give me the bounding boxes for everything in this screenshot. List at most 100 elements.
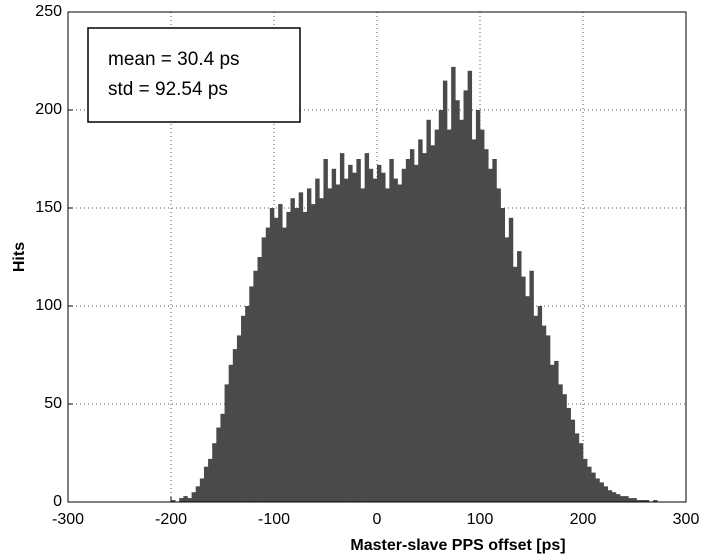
bar (261, 237, 267, 502)
bar (331, 168, 337, 503)
bar (624, 496, 629, 502)
bar (566, 407, 571, 502)
bar (212, 443, 217, 502)
bar (512, 266, 518, 502)
y-axis-label: Hits (11, 242, 28, 272)
bar (632, 498, 637, 502)
bar (306, 188, 312, 502)
x-tick-label: 300 (673, 511, 700, 528)
bar (475, 110, 481, 502)
bar (517, 251, 522, 502)
bar (401, 168, 407, 503)
bar (620, 496, 625, 502)
bar (422, 153, 427, 502)
bar (302, 211, 308, 503)
bar (282, 227, 287, 502)
bar (418, 139, 423, 502)
bar (216, 427, 221, 502)
bar (430, 145, 435, 502)
x-tick-label: 0 (373, 511, 382, 528)
bar (257, 257, 262, 502)
bar (467, 70, 473, 503)
bar (471, 139, 477, 502)
bar (459, 119, 464, 503)
bar (640, 500, 646, 502)
bar (603, 486, 609, 502)
bar (545, 335, 551, 502)
bar (356, 159, 361, 502)
y-tick-label: 200 (35, 101, 62, 118)
bar (447, 129, 452, 502)
bar (241, 315, 246, 502)
plot-frame (67, 11, 687, 503)
bar (426, 119, 431, 503)
bar (315, 178, 320, 502)
bar (550, 364, 555, 502)
bar (409, 149, 415, 502)
bar (183, 496, 188, 502)
bar (583, 458, 588, 502)
bar (195, 486, 201, 502)
bar (352, 172, 357, 502)
y-tick-label: 250 (35, 3, 62, 20)
bar (607, 490, 613, 502)
bar (463, 90, 468, 503)
bar (615, 494, 621, 502)
bar (385, 188, 390, 502)
bar (368, 168, 374, 503)
bar (595, 478, 600, 502)
bar (224, 384, 229, 502)
bar (290, 198, 295, 502)
bar (327, 188, 332, 502)
bar (405, 159, 411, 502)
bar (558, 384, 563, 502)
bar (397, 184, 403, 503)
bar (541, 325, 547, 502)
y-tick-label: 150 (35, 199, 62, 216)
bar (364, 153, 370, 502)
bar (488, 168, 493, 503)
bar (496, 188, 501, 502)
bar (171, 500, 176, 502)
bar (294, 208, 300, 502)
bar (319, 198, 324, 502)
bar (533, 315, 538, 502)
bar (269, 208, 275, 502)
bar (587, 466, 592, 502)
y-tick-label: 100 (35, 297, 62, 314)
bar (278, 204, 283, 502)
bar (562, 394, 567, 502)
bar (232, 349, 238, 502)
x-tick-label: 100 (467, 511, 494, 528)
bar (442, 80, 448, 502)
bar (360, 188, 365, 502)
x-tick-label: 200 (570, 511, 597, 528)
annotation: mean = 30.4 ps (108, 49, 240, 70)
bar (554, 360, 559, 502)
bar (529, 270, 534, 502)
bar (644, 500, 650, 502)
y-tick-label: 0 (53, 493, 62, 510)
bar (451, 66, 456, 502)
x-tick-label: -200 (155, 511, 187, 528)
bar (414, 164, 419, 502)
bar (372, 178, 378, 502)
annotation: std = 92.54 ps (108, 79, 228, 100)
bar (220, 413, 225, 502)
bar (628, 498, 633, 502)
bar (480, 129, 485, 502)
y-tick-label: 50 (44, 395, 62, 412)
bar (393, 178, 398, 502)
x-tick-label: -100 (258, 511, 290, 528)
annotation-box (87, 27, 301, 123)
bar (504, 237, 510, 502)
bar (228, 364, 234, 502)
bar (636, 500, 641, 502)
x-tick-label: -300 (52, 511, 84, 528)
bar (484, 149, 489, 502)
bar (500, 208, 506, 502)
bar (344, 178, 349, 502)
bar (508, 217, 514, 503)
bar (199, 478, 205, 502)
bar (653, 500, 658, 502)
